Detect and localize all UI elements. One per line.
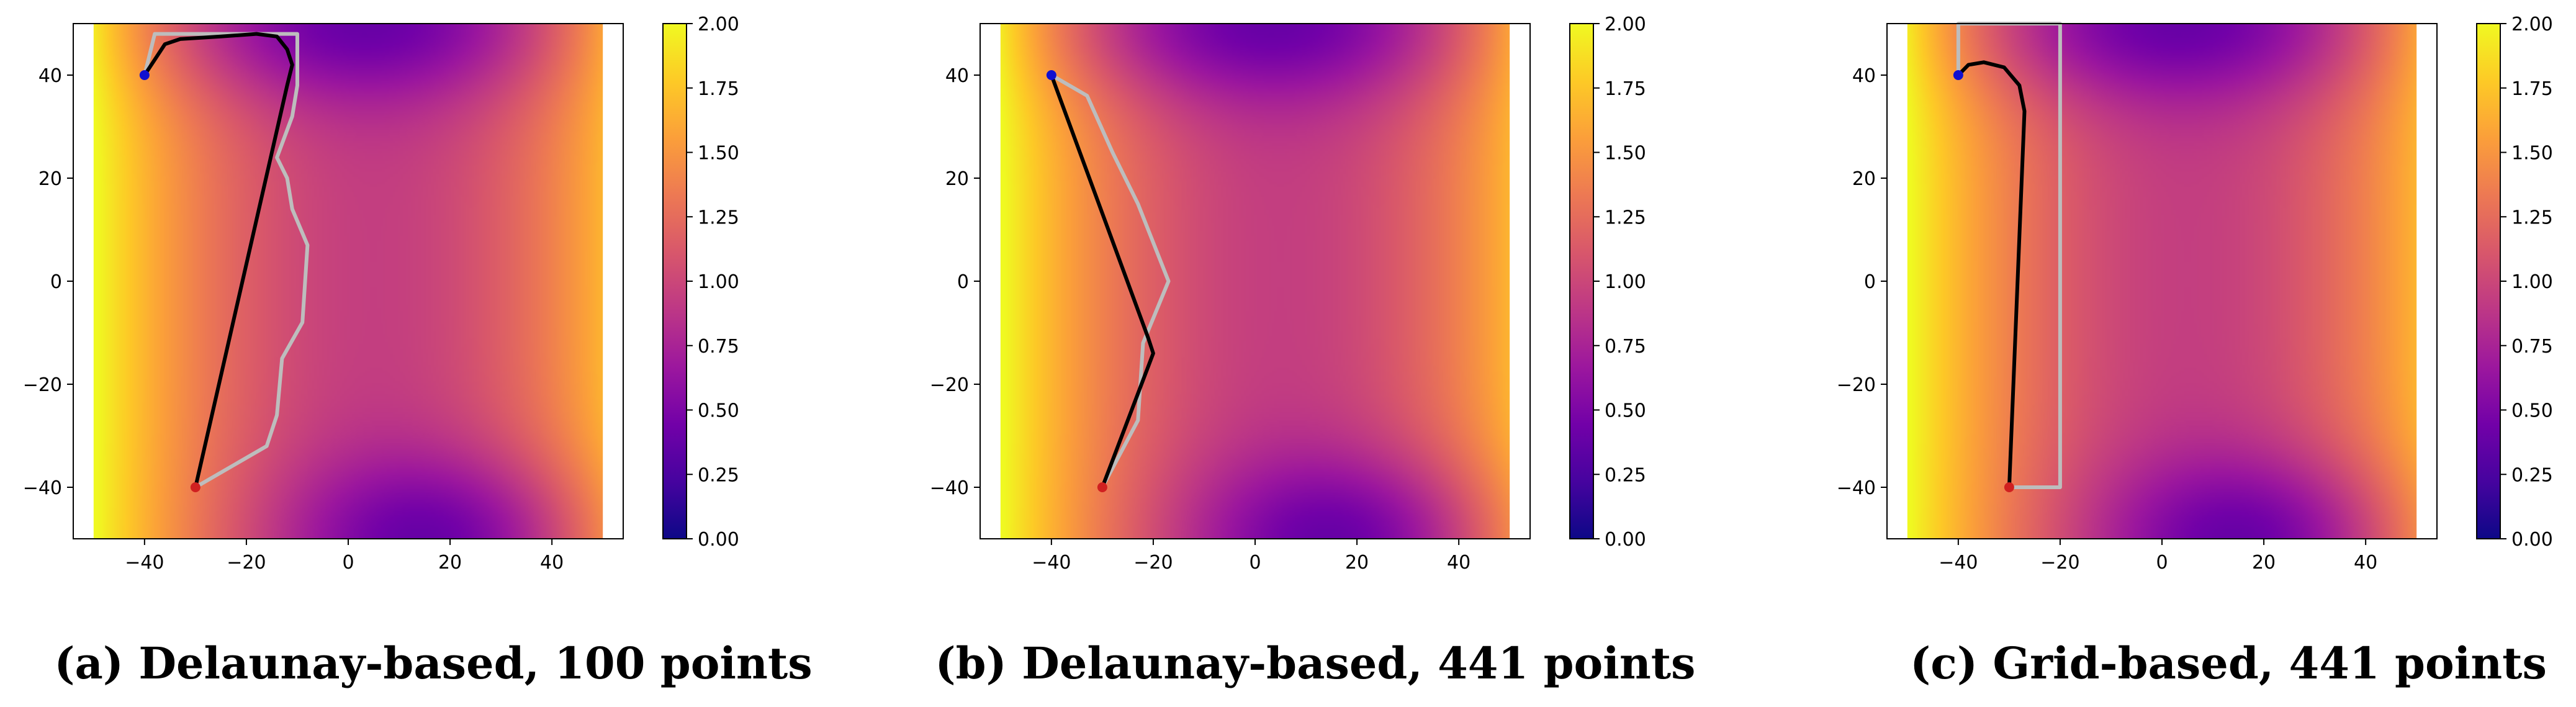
colorbar-a (662, 23, 687, 539)
x-tick-label: 20 (1345, 552, 1369, 574)
colorbar-tick-label: 0.50 (1605, 400, 1646, 422)
reference-path (142, 32, 310, 489)
start-point (1953, 70, 1963, 80)
caption-label-c: Grid-based, 441 points (1993, 637, 2547, 689)
caption-letter-c: c (1930, 637, 1957, 689)
end-point (2004, 482, 2014, 492)
y-tick-label: 20 (945, 168, 969, 190)
colorbar-tick-label: 1.00 (2511, 271, 2553, 293)
colorbar-tick-label: 1.25 (2511, 207, 2553, 228)
y-tick-label: 20 (1852, 168, 1876, 190)
heatmap-image-a (93, 24, 603, 539)
colorbar-tick-label: 1.75 (698, 78, 739, 100)
end-point (190, 482, 200, 492)
colorbar-tick-label: 1.25 (1605, 207, 1646, 228)
y-tick-label: 20 (38, 168, 62, 190)
axes-a: −40 −20 0 20 40 −40 −20 0 20 40 (23, 65, 564, 574)
colorbar-tick-label: 0.00 (2511, 529, 2553, 551)
y-tick-label: −40 (1837, 477, 1876, 499)
y-tick-label: −20 (930, 374, 969, 396)
axes-b: −40 −20 0 20 40 −40 −20 0 20 40 (930, 65, 1471, 574)
subplot-c: −40 −20 0 20 40 −40 −20 0 20 40 0.00 0.25 0.50 0.75 1… (1837, 14, 2553, 689)
colorbar-tick-label: 1.25 (698, 207, 739, 228)
caption-text-c: ) (1957, 637, 1993, 689)
caption-c: (c) Grid-based, 441 points (1910, 637, 2547, 689)
colorbar-tick-label: 1.00 (698, 271, 739, 293)
caption-b: (b) Delaunay-based, 441 points (935, 637, 1696, 689)
x-tick-label: −40 (1939, 552, 1978, 574)
x-tick-label: 20 (2252, 552, 2276, 574)
colorbar-tick-label: 0.75 (698, 336, 739, 358)
heatmap-image-b (1000, 24, 1510, 539)
optimal-path (1957, 60, 2027, 488)
x-tick-label: −20 (1133, 552, 1173, 574)
axes-c: −40 −20 0 20 40 −40 −20 0 20 40 (1837, 65, 2378, 574)
x-tick-label: −40 (1032, 552, 1071, 574)
start-point (139, 70, 150, 80)
paths-b (1046, 70, 1171, 492)
caption-label-b: Delaunay-based, 441 points (1022, 637, 1695, 689)
y-tick-label: −40 (23, 477, 62, 499)
colorbar-tick-label: 2.00 (1605, 14, 1646, 35)
colorbar-tick-label: 1.75 (1605, 78, 1646, 100)
start-point (1046, 70, 1056, 80)
optimal-path (143, 32, 294, 488)
end-point (1097, 482, 1107, 492)
y-tick-label: −20 (23, 374, 62, 396)
x-tick-label: −40 (125, 552, 164, 574)
caption-letter-a: a (74, 637, 102, 689)
colorbar-tick-label: 1.50 (698, 143, 739, 164)
colorbar-tick-label: 0.00 (1605, 529, 1646, 551)
colorbar-tick-label: 0.50 (698, 400, 739, 422)
x-tick-label: 0 (342, 552, 354, 574)
colorbar-tick-label: 1.50 (1605, 143, 1646, 164)
x-tick-label: 20 (438, 552, 462, 574)
colorbar-ticks-a: 0.00 0.25 0.50 0.75 1.00 1.25 1.50 1.75 2.00 (687, 14, 739, 551)
colorbar-tick-label: 0.25 (698, 464, 739, 486)
paths-a (139, 32, 310, 492)
x-tick-label: 40 (2354, 552, 2377, 574)
colorbar-tick-label: 0.25 (2511, 464, 2553, 486)
y-tick-label: 0 (957, 271, 969, 293)
colorbar-ticks-b: 0.00 0.25 0.50 0.75 1.00 1.25 1.50 1.75 2.00 (1593, 14, 1646, 551)
optimal-path (1050, 74, 1155, 489)
colorbar-tick-label: 0.25 (1605, 464, 1646, 486)
y-tick-label: −40 (930, 477, 969, 499)
caption-label-a: Delaunay-based, 100 points (138, 637, 812, 689)
colorbar-ticks-c: 0.00 0.25 0.50 0.75 1.00 1.25 1.50 1.75 2.00 (2500, 14, 2553, 551)
y-tick-label: 0 (1864, 271, 1876, 293)
y-tick-label: 40 (945, 65, 969, 87)
heatmap-image-c (1907, 24, 2417, 539)
caption-text-b: ) (986, 637, 1022, 689)
reference-path (1050, 73, 1171, 489)
colorbar-tick-label: 0.75 (1605, 336, 1646, 358)
colorbar-tick-label: 1.00 (1605, 271, 1646, 293)
subplot-b: −40 −20 0 20 40 −40 −20 0 20 40 0.00 0.25 0.50 0.75 1… (930, 14, 1696, 689)
subplot-a: −40 −20 0 20 40 −40 −20 0 20 40 0.00 0.25 0.50 0.75 1… (23, 14, 813, 689)
y-tick-label: −20 (1837, 374, 1876, 396)
caption-letter-b: b (956, 637, 986, 689)
colorbar-tick-label: 1.50 (2511, 143, 2553, 164)
y-tick-label: 40 (1852, 65, 1876, 87)
colorbar-tick-label: 0.50 (2511, 400, 2553, 422)
x-tick-label: 40 (1447, 552, 1470, 574)
colorbar-c (2476, 23, 2501, 539)
colorbar-tick-label: 0.75 (2511, 336, 2553, 358)
colorbar-tick-label: 2.00 (2511, 14, 2553, 35)
colorbar-tick-label: 1.75 (2511, 78, 2553, 100)
caption-a: (a) Delaunay-based, 100 points (54, 637, 812, 689)
x-tick-label: −20 (227, 552, 266, 574)
colorbar-tick-label: 2.00 (698, 14, 739, 35)
x-tick-label: 40 (540, 552, 564, 574)
x-tick-label: 0 (1249, 552, 1261, 574)
caption-text-a: ) (103, 637, 139, 689)
y-tick-label: 40 (38, 65, 62, 87)
colorbar-b (1569, 23, 1594, 539)
colorbar-tick-label: 0.00 (698, 529, 739, 551)
y-tick-label: 0 (50, 271, 62, 293)
x-tick-label: −20 (2040, 552, 2079, 574)
x-tick-label: 0 (2156, 552, 2168, 574)
